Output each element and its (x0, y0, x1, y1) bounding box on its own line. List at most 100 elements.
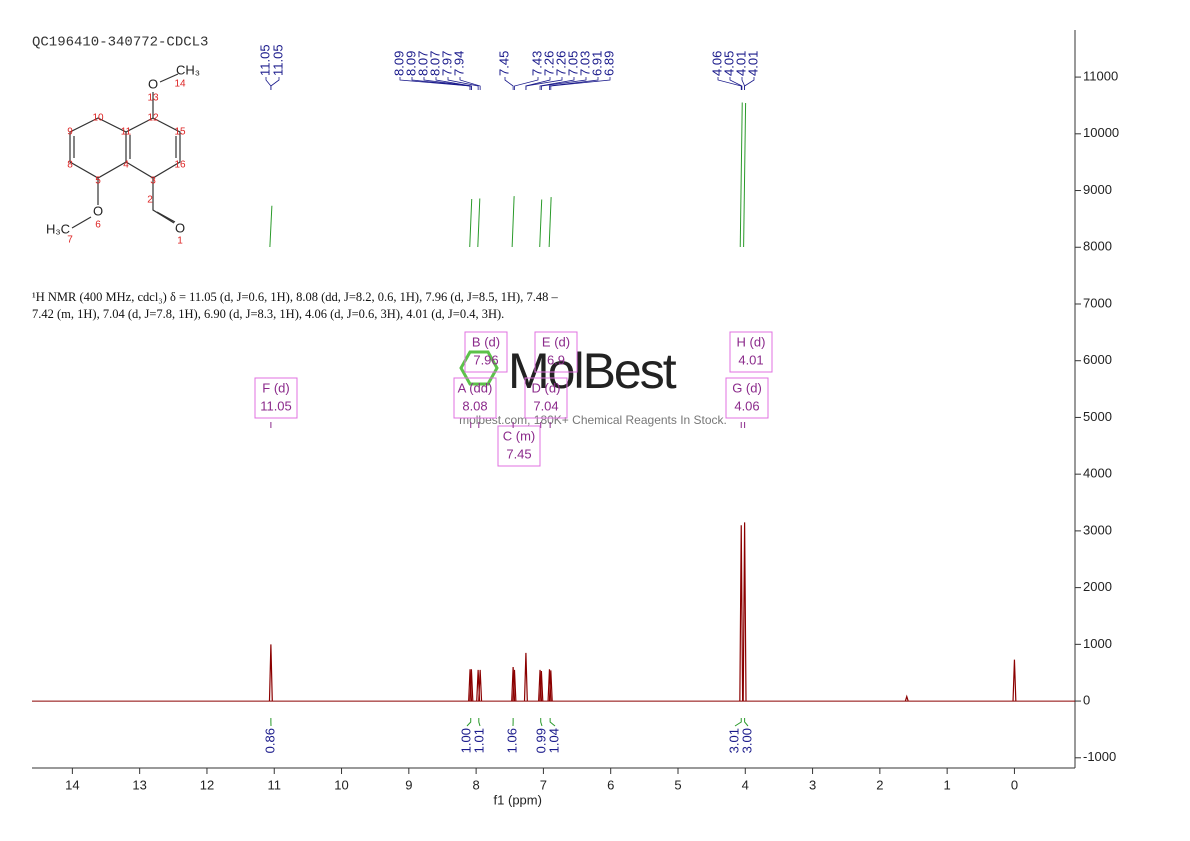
annotation-box (453, 377, 497, 419)
integral-bracket (466, 718, 472, 727)
description-line: 7.42 (m, 1H), 7.04 (d, J=7.8, 1H), 6.90 … (32, 307, 504, 321)
x-axis-label: f1 (ppm) (494, 792, 542, 807)
integral-curve (539, 199, 543, 248)
atom-number: 1 (177, 236, 183, 247)
peak-label-connector (459, 77, 481, 90)
peak-label-connector (540, 77, 587, 90)
integral-curve (477, 198, 481, 248)
peak-label: 4.01 (733, 51, 748, 76)
peak (512, 669, 517, 702)
x-tick-label: 1 (944, 777, 951, 792)
y-tick-label: 0 (1083, 693, 1090, 708)
integral-curve (269, 205, 273, 248)
integral-label: 0.86 (262, 728, 277, 753)
x-tick-label: 7 (540, 777, 547, 792)
y-tick-label: 7000 (1083, 295, 1112, 310)
peak-label-connector (525, 77, 563, 90)
annotation-shift: 7.45 (506, 446, 531, 461)
atom-number: 8 (67, 160, 73, 171)
atom-label: O (175, 220, 185, 235)
x-tick-label: 8 (472, 777, 479, 792)
atom-label: O (148, 76, 158, 91)
peak (739, 525, 744, 702)
peak-label-connector (270, 77, 280, 90)
integral-bracket (734, 718, 742, 727)
peak-label-connector (744, 77, 755, 90)
x-tick-label: 12 (200, 777, 214, 792)
bonds (69, 73, 181, 229)
annotation-box (497, 425, 541, 467)
integral-label: 3.01 (726, 728, 741, 753)
description: ¹H NMR (400 MHz, cdcl₃) δ = 11.05 (d, J=… (32, 290, 558, 321)
peak-label-connector (550, 77, 611, 90)
annotation-box (464, 331, 508, 373)
peak-label-connector (435, 77, 472, 90)
annotation-shift: 7.04 (533, 398, 558, 413)
annotation-label: E (d) (542, 334, 570, 349)
peak (268, 644, 273, 702)
integral-label: 1.04 (546, 728, 561, 753)
x-tick-label: 3 (809, 777, 816, 792)
annotation-label: G (d) (732, 380, 762, 395)
peak-label: 7.26 (553, 51, 568, 76)
peak-label-connector (504, 77, 514, 90)
atom-number: 6 (95, 220, 101, 231)
integral-bracket (478, 718, 481, 727)
peak-label: 6.91 (589, 51, 604, 76)
annotation-label: D (d) (532, 380, 561, 395)
peak-label: 6.89 (601, 51, 616, 76)
y-tick-label: 6000 (1083, 352, 1112, 367)
x-tick-label: 10 (334, 777, 348, 792)
watermark-logo: MolBest (508, 343, 677, 399)
integral-curve (511, 196, 515, 248)
annotation-box (725, 377, 769, 419)
peak-label: 7.45 (496, 51, 511, 76)
integral-label: 1.01 (471, 728, 486, 753)
annotation-label: H (d) (737, 334, 766, 349)
annotation-shift: 6.9 (547, 352, 565, 367)
atom-number: 14 (174, 79, 186, 90)
peak-label: 7.94 (451, 51, 466, 76)
annotation-box (524, 377, 568, 419)
peak-label-connector (411, 77, 471, 90)
annotation-box (254, 377, 298, 419)
integral-label: 1.00 (458, 728, 473, 753)
annotation-shift: 4.01 (738, 352, 763, 367)
peak-label: 8.09 (403, 51, 418, 76)
atom-number: 13 (147, 93, 159, 104)
annotation-box (729, 331, 773, 373)
atom-label: H₃C (46, 221, 70, 236)
atom-number: 7 (67, 235, 73, 246)
annotation-box (534, 331, 578, 373)
watermark-tagline: molbest.com, 180K+ Chemical Reagents In … (459, 413, 727, 427)
y-tick-label: 11000 (1083, 69, 1118, 84)
peak-label-connector (514, 77, 539, 90)
annotation-label: B (d) (472, 334, 500, 349)
peak (548, 670, 553, 702)
atom-number: 9 (67, 127, 73, 138)
peak-label-connector (539, 77, 575, 90)
peak-label: 4.01 (745, 51, 760, 76)
annotation-shift: 7.96 (473, 352, 498, 367)
peak-label: 4.05 (721, 51, 736, 76)
integral-curve (739, 102, 743, 248)
peak-label-connector (729, 77, 743, 90)
peak-label-connector (447, 77, 479, 90)
peak-label: 8.09 (391, 51, 406, 76)
atom-number: 11 (121, 127, 132, 138)
x-tick-label: 5 (674, 777, 681, 792)
peak-label: 7.05 (565, 51, 580, 76)
integral-curve (469, 198, 473, 248)
peak (1012, 659, 1017, 702)
peak-label: 7.43 (529, 51, 544, 76)
x-tick-label: 0 (1011, 777, 1018, 792)
integral-curve (743, 102, 747, 248)
y-tick-label: 4000 (1083, 466, 1112, 481)
peak-label: 4.06 (709, 51, 724, 76)
x-tick-label: 9 (405, 777, 412, 792)
watermark-icon (459, 350, 499, 386)
x-tick-label: 11 (267, 777, 281, 792)
integral-curve (548, 197, 552, 248)
integral-label: 3.00 (739, 728, 754, 753)
